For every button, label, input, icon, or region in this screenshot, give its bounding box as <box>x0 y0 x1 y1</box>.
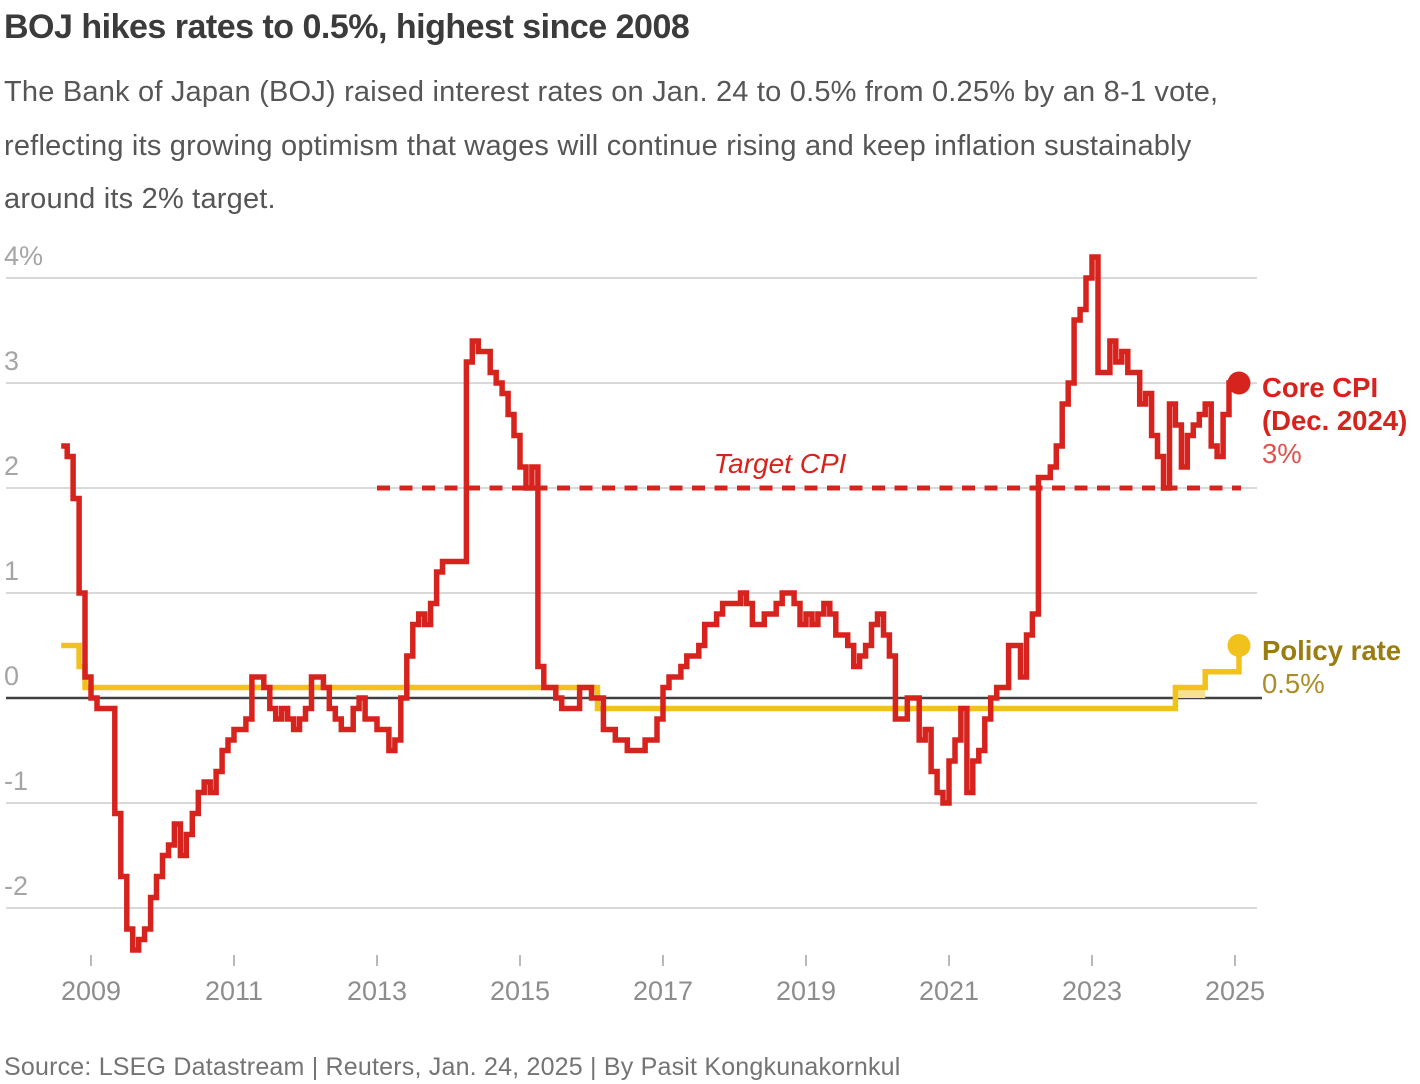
x-tick-label: 2021 <box>918 976 980 1006</box>
policy-rate-annotation-value: 0.5% <box>1262 668 1325 699</box>
x-tick-label: 2015 <box>489 976 551 1006</box>
x-tick-label: 2017 <box>632 976 694 1006</box>
page-subtitle: The Bank of Japan (BOJ) raised interest … <box>4 66 1404 227</box>
y-tick-label: 4% <box>4 241 44 271</box>
page-title: BOJ hikes rates to 0.5%, highest since 2… <box>4 8 690 46</box>
policy-rate-annotation: Policy rate 0.5% <box>1262 634 1401 700</box>
core-cpi-annotation: Core CPI (Dec. 2024) 3% <box>1262 371 1407 470</box>
policy-rate-annotation-line1: Policy rate <box>1262 635 1402 666</box>
x-tick-label: 2019 <box>775 976 837 1006</box>
y-tick-label: -2 <box>4 871 29 901</box>
x-tick-label: 2025 <box>1204 976 1266 1006</box>
subtitle-line-2: reflecting its growing optimism that wag… <box>4 129 1192 162</box>
x-tick-label: 2023 <box>1061 976 1123 1006</box>
y-tick-label: 1 <box>4 556 20 586</box>
target-cpi-label: Target CPI <box>713 448 847 479</box>
y-tick-label: -1 <box>4 766 29 796</box>
policy-rate-band <box>1175 687 1206 698</box>
core-cpi-annotation-line2: (Dec. 2024) <box>1262 405 1408 436</box>
core-cpi-annotation-line1: Core CPI <box>1262 372 1379 403</box>
x-tick-label: 2009 <box>60 976 122 1006</box>
core-cpi-annotation-value: 3% <box>1262 438 1302 469</box>
policy-rate-line <box>61 642 1242 712</box>
y-tick-label: 0 <box>4 661 20 691</box>
x-tick-label: 2011 <box>204 976 264 1006</box>
source-credit: Source: LSEG Datastream | Reuters, Jan. … <box>4 1053 901 1081</box>
policy-rate-dot <box>1227 634 1251 657</box>
core-cpi-dot <box>1227 371 1251 395</box>
subtitle-line-1: The Bank of Japan (BOJ) raised interest … <box>4 76 1219 108</box>
y-tick-label: 3 <box>4 346 20 376</box>
x-tick-label: 2013 <box>346 976 408 1006</box>
y-tick-label: 2 <box>4 451 20 481</box>
subtitle-line-3: around its 2% target. <box>4 183 276 215</box>
core-cpi-line <box>61 254 1239 953</box>
